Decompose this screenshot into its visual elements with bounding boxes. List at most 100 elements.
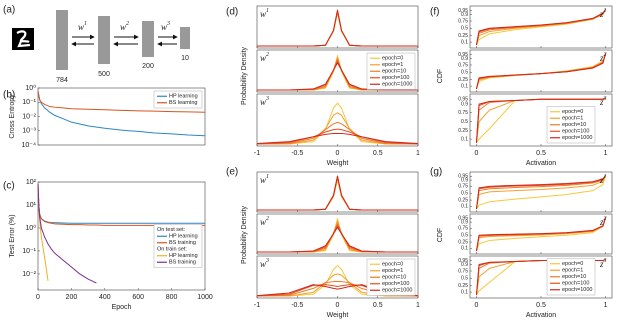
- density-curve: [256, 121, 419, 145]
- subplot-index: 2: [266, 52, 269, 58]
- legend-label: epoch=10: [382, 69, 406, 75]
- density-curve: [257, 175, 418, 211]
- x-tick-label: 400: [99, 294, 111, 301]
- panel-a: (a) 784 500 200 10 w1 w2 w3: [3, 5, 190, 84]
- y-tick-label: 0.75: [458, 18, 468, 24]
- cdf-curve: [475, 53, 607, 90]
- legend-box: [153, 90, 203, 109]
- y-axis-label: Cross Entropy: [9, 94, 16, 139]
- weight-label: w1: [78, 21, 87, 32]
- legend-label: epoch=1000: [562, 135, 592, 141]
- legend-label: epoch=1000: [562, 287, 592, 293]
- subplot-var: w: [260, 175, 266, 185]
- weight-index: 2: [126, 21, 129, 27]
- x-tick-label: 800: [166, 294, 178, 301]
- layer: [98, 16, 110, 64]
- x-tick-label: 0.5: [536, 302, 546, 309]
- legend-label: epoch=1: [562, 116, 583, 122]
- cdf-curve: [475, 217, 607, 252]
- line-series: [37, 91, 206, 137]
- legend-label: HP learning: [169, 253, 198, 259]
- y-tick-label: 0.25: [458, 77, 468, 83]
- subplot-index: 1: [266, 8, 269, 14]
- x-tick-label: -1: [254, 150, 260, 157]
- y-tick-label: 10¹: [26, 202, 37, 209]
- panel-label: (e): [226, 167, 238, 178]
- y-tick-label: 0.1: [461, 289, 468, 295]
- cdf-curve: [475, 53, 607, 90]
- subplot-label: z3: [599, 258, 607, 269]
- weight-label: w3: [161, 21, 170, 32]
- weight-index: 1: [84, 21, 87, 27]
- subplot-label: w1: [260, 8, 269, 19]
- legend-label: HP learning: [169, 234, 198, 240]
- cdf-curve: [475, 175, 606, 210]
- subplot-label: w2: [260, 216, 269, 227]
- subplot-label: w3: [260, 258, 269, 269]
- y-tick-label: 0.75: [458, 268, 468, 274]
- x-tick-label: 0: [336, 150, 340, 157]
- plot-frame: [469, 49, 613, 93]
- layer-size: 200: [142, 63, 154, 70]
- subplot-index: 3: [603, 96, 607, 102]
- cdf-curve: [475, 53, 607, 90]
- digit-stroke: [16, 30, 31, 48]
- weight-index: 3: [166, 21, 170, 27]
- x-tick-label: 200: [66, 294, 78, 301]
- legend-label: BS learning: [169, 100, 197, 106]
- y-tick-label: 0.5: [461, 191, 468, 197]
- x-tick-label: 1: [416, 302, 420, 309]
- subplot-var: z: [599, 53, 604, 63]
- y-axis-label: Probability Density: [241, 47, 248, 105]
- x-tick-label: 0.5: [536, 150, 546, 157]
- x-axis-label: Activation: [526, 160, 556, 167]
- subplot-var: z: [599, 259, 604, 269]
- subplot-label: w2: [260, 52, 269, 63]
- y-tick-label: 0.5: [461, 233, 468, 239]
- y-tick-label: 0.25: [458, 197, 468, 203]
- x-axis-label: Weight: [327, 312, 349, 319]
- y-tick-label: 0.75: [458, 226, 468, 232]
- panel-label: (b): [3, 90, 15, 101]
- legend-title: On test set:: [157, 227, 186, 233]
- cdf-curve: [475, 53, 607, 90]
- subplot-label: z1: [599, 174, 607, 185]
- density-curve: [257, 225, 418, 253]
- legend-label: epoch=100: [562, 129, 589, 135]
- y-tick-label: 0.5: [461, 26, 468, 32]
- y-tick-label: 0.95: [458, 52, 468, 58]
- density-curve: [257, 226, 418, 253]
- layer-size: 10: [181, 55, 189, 62]
- y-tick-label: 0.9: [461, 101, 468, 107]
- density-curve: [257, 177, 418, 211]
- legend-label: epoch=0: [562, 261, 583, 267]
- x-tick-label: 0: [336, 302, 340, 309]
- line-series: [37, 183, 97, 284]
- subplot-label: z1: [599, 8, 607, 19]
- subplot-index: 1: [604, 174, 607, 180]
- y-tick-label: 0.95: [458, 174, 468, 180]
- x-axis-label: Activation: [526, 312, 556, 319]
- y-tick-label: 0.75: [458, 184, 468, 190]
- weight-var: w: [78, 22, 84, 32]
- x-tick-label: 1: [604, 150, 608, 157]
- y-tick-label: 0.9: [461, 219, 468, 225]
- legend-label: epoch=0: [382, 56, 403, 62]
- y-tick-label: 0.75: [458, 110, 468, 116]
- cdf-curve: [475, 9, 606, 46]
- layer-size: 500: [98, 71, 110, 78]
- subplot-index: 1: [604, 8, 607, 14]
- subplot-label: z2: [599, 52, 607, 63]
- legend-label: epoch=1000: [382, 82, 412, 88]
- cdf-curve: [475, 217, 607, 252]
- legend-label: epoch=1: [562, 268, 583, 274]
- y-tick-label: 10⁰: [25, 224, 36, 232]
- legend-label: epoch=0: [562, 109, 583, 115]
- y-tick-label: 0.9: [461, 262, 468, 268]
- plot-frame: [256, 93, 419, 147]
- subplot-var: w: [260, 9, 266, 19]
- y-axis-label: Probability Density: [241, 206, 248, 264]
- density-curve: [257, 179, 418, 211]
- x-tick-label: 0: [475, 150, 479, 157]
- subplot-index: 3: [265, 96, 269, 102]
